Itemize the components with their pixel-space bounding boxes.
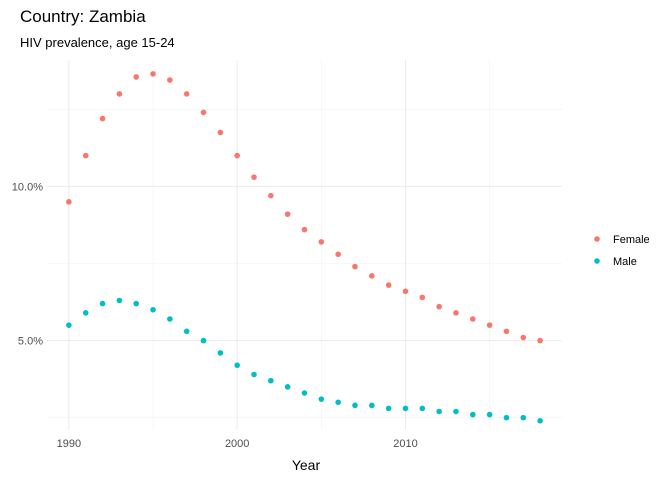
point-male [402, 405, 409, 412]
y-tick-label: 5.0% [18, 336, 43, 348]
point-male [82, 310, 89, 316]
point-female [183, 91, 190, 97]
chart-subtitle: HIV prevalence, age 15-24 [20, 35, 175, 50]
point-female [537, 337, 543, 344]
legend-key-male [594, 258, 600, 264]
x-axis-title: Year [292, 457, 321, 473]
point-male [301, 390, 308, 396]
point-male [369, 402, 375, 409]
point-female [385, 282, 392, 288]
point-female [66, 199, 72, 205]
point-male [99, 300, 106, 307]
point-male [486, 411, 493, 418]
legend-label-female: Female [613, 234, 650, 246]
point-male [66, 322, 72, 328]
point-male [234, 362, 240, 369]
point-female [520, 334, 527, 341]
point-female [234, 152, 240, 159]
point-male [167, 316, 173, 322]
x-tick-label: 2000 [225, 438, 249, 450]
point-male [268, 377, 274, 384]
point-female [284, 211, 291, 217]
point-male [385, 405, 392, 412]
legend: Female Male [594, 234, 650, 268]
y-tick-label: 10.0% [12, 181, 43, 193]
grid [47, 60, 562, 430]
point-male [251, 371, 257, 378]
point-female [82, 152, 89, 159]
point-female [352, 263, 358, 270]
point-male [318, 396, 325, 402]
point-male [453, 408, 459, 415]
data-points [66, 71, 543, 424]
point-female [486, 322, 493, 328]
point-female [116, 91, 123, 97]
point-male [419, 405, 426, 412]
point-female [268, 192, 274, 199]
chart-title: Country: Zambia [20, 7, 146, 26]
point-male [503, 414, 510, 421]
point-female [318, 239, 325, 245]
point-male [200, 337, 207, 344]
x-tick-label: 1990 [57, 438, 81, 450]
point-female [200, 109, 207, 116]
legend-label-male: Male [613, 256, 637, 268]
point-female [251, 174, 257, 180]
point-male [150, 306, 156, 313]
x-axis-ticks: 1990 2000 2010 [57, 438, 418, 450]
point-female [436, 303, 442, 310]
point-male [133, 300, 139, 307]
point-male [470, 411, 476, 418]
point-female [301, 226, 308, 233]
point-female [419, 294, 426, 301]
point-male [537, 417, 543, 424]
legend-key-female [594, 236, 600, 242]
point-female [453, 310, 459, 316]
x-tick-label: 2010 [393, 438, 417, 450]
point-male [335, 399, 341, 406]
y-axis-ticks: 5.0% 10.0% [12, 181, 43, 347]
point-female [470, 316, 476, 322]
point-male [217, 350, 224, 356]
point-female [167, 77, 173, 83]
point-female [369, 273, 375, 279]
point-male [116, 297, 123, 304]
point-male [284, 384, 291, 390]
point-male [520, 414, 527, 421]
point-female [133, 74, 139, 80]
point-female [217, 129, 224, 136]
point-female [503, 328, 510, 335]
point-female [402, 288, 409, 295]
point-male [183, 328, 190, 335]
point-female [150, 71, 156, 77]
point-female [99, 115, 106, 122]
point-male [352, 402, 358, 409]
point-female [335, 251, 341, 258]
point-male [436, 408, 442, 415]
